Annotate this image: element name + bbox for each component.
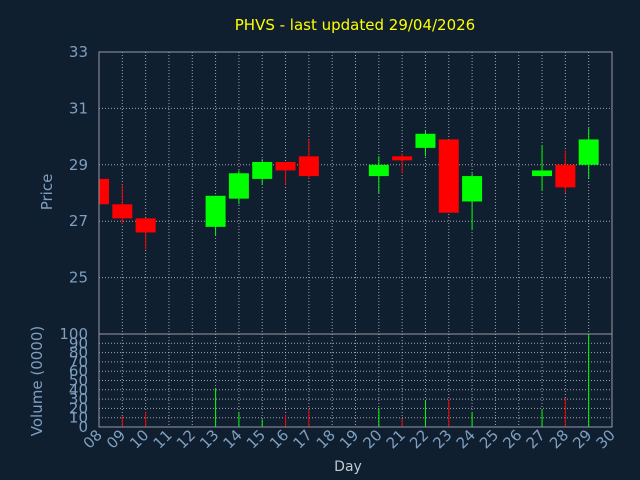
volume-y-tick-label: 10 [69, 409, 88, 427]
x-tick-label: 29 [569, 426, 595, 452]
price-y-tick-label: 33 [69, 43, 88, 61]
candle-body [112, 204, 133, 219]
x-tick-label: 25 [476, 426, 502, 452]
x-tick-label: 26 [499, 426, 525, 452]
x-tick-label: 16 [266, 426, 292, 452]
chart-title: PHVS - last updated 29/04/2026 [235, 16, 475, 34]
volume-y-tick-label: 60 [69, 362, 88, 380]
volume-y-tick-label: 70 [69, 353, 88, 371]
volume-y-tick-label: 80 [69, 344, 88, 362]
x-tick-label: 12 [173, 426, 199, 452]
x-tick-label: 30 [593, 426, 619, 452]
x-tick-label: 27 [523, 426, 549, 452]
candle-body [415, 133, 436, 148]
candle-body [578, 139, 599, 165]
price-y-tick-label: 27 [69, 212, 88, 230]
candle-body [135, 218, 156, 233]
price-y-ticks: 33 31 29 27 25 [69, 43, 88, 287]
candle-body [252, 161, 273, 179]
volume-y-tick-label: 100 [59, 325, 88, 343]
candles-layer [98, 128, 599, 250]
x-tick-label: 09 [103, 426, 129, 452]
x-tick-label: 18 [313, 426, 339, 452]
price-y-tick-label: 25 [69, 269, 88, 287]
candle-body [438, 139, 459, 213]
volume-grid [99, 333, 612, 428]
x-tick-label: 24 [453, 426, 479, 452]
candle-body [99, 178, 109, 205]
volume-y-tick-label: 20 [69, 399, 88, 417]
candle-body [555, 164, 576, 188]
volume-y-tick-label: 30 [69, 390, 88, 408]
volume-y-tick-label: 40 [69, 381, 88, 399]
x-tick-label: 28 [546, 426, 572, 452]
volume-axis-label: Volume (0000) [28, 326, 46, 436]
x-tick-label: 11 [150, 426, 176, 452]
volume-bars-layer [98, 334, 590, 427]
price-y-tick-label: 29 [69, 156, 88, 174]
x-tick-label: 10 [126, 426, 152, 452]
candle-body [298, 156, 319, 177]
x-tick-label: 20 [359, 426, 385, 452]
x-tick-label: 13 [196, 426, 222, 452]
candle-body [228, 173, 249, 199]
candle-body [532, 170, 553, 177]
x-tick-label: 14 [220, 426, 246, 452]
candle-body [275, 161, 296, 171]
price-axis-label: Price [38, 174, 56, 211]
candle-body [392, 156, 413, 161]
x-tick-label: 19 [336, 426, 362, 452]
volume-plot-frame [98, 333, 613, 428]
volume-y-tick-label: 0 [78, 418, 88, 436]
volume-y-tick-label: 90 [69, 334, 88, 352]
price-grid [99, 51, 612, 334]
x-tick-label: 21 [383, 426, 409, 452]
x-tick-label: 22 [406, 426, 432, 452]
volume-y-tick-label: 50 [69, 372, 88, 390]
x-tick-label: 17 [289, 426, 315, 452]
candle-body [462, 176, 483, 202]
price-y-tick-label: 31 [69, 99, 88, 117]
x-ticks: 0809101112131415161718192021222324252627… [80, 426, 619, 452]
candle-body [205, 195, 226, 227]
x-tick-label: 23 [429, 426, 455, 452]
x-axis-label: Day [334, 459, 362, 475]
x-tick-label: 15 [243, 426, 269, 452]
candle-body [368, 164, 389, 177]
